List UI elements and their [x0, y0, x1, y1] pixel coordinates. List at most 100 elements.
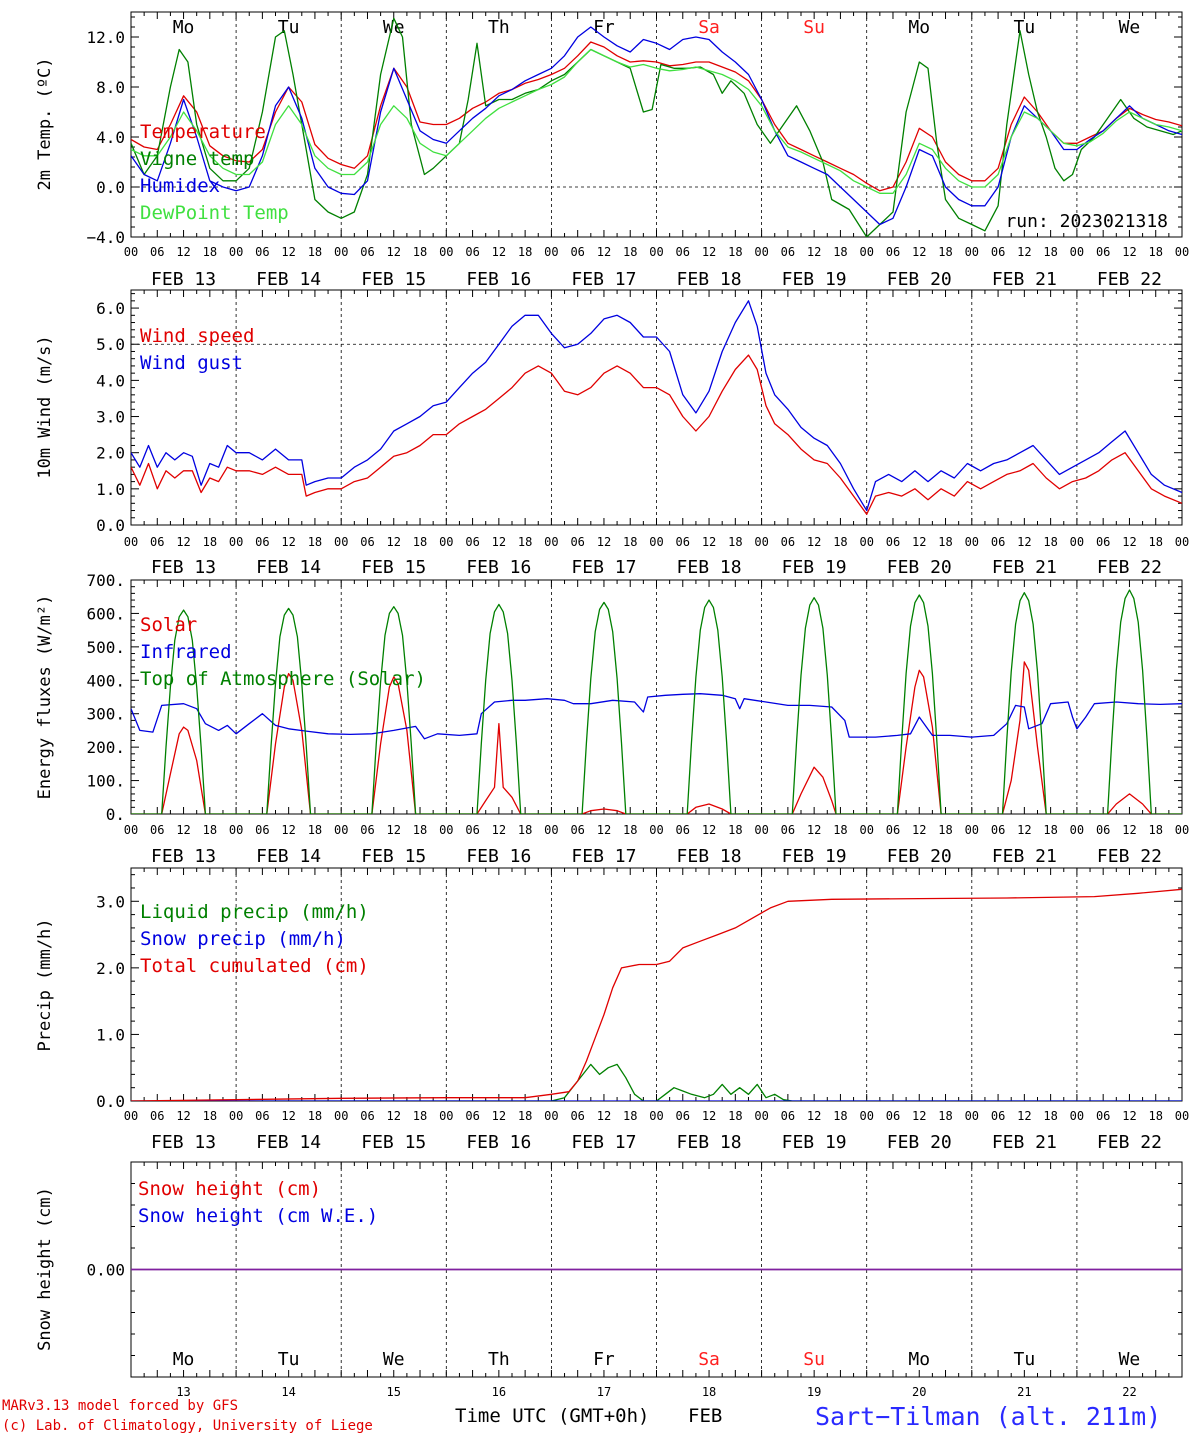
date-label: FEB 13 — [151, 557, 216, 578]
date-label: FEB 17 — [571, 1132, 636, 1153]
hour-label: 18 — [413, 1109, 427, 1123]
hour-label: 12 — [281, 535, 295, 549]
weekday-label: Mo — [173, 17, 195, 38]
hour-label: 00 — [1175, 823, 1189, 837]
hour-label: 12 — [807, 535, 821, 549]
y-tick-label: 2.0 — [96, 959, 125, 978]
weekday-label: We — [383, 1349, 405, 1370]
hour-label: 06 — [886, 245, 900, 259]
hour-label: 18 — [833, 535, 847, 549]
hour-label: 12 — [176, 823, 190, 837]
hour-label: 12 — [597, 245, 611, 259]
station-label: Sart−Tilman (alt. 211m) — [815, 1402, 1162, 1431]
y-tick-label: 1.0 — [96, 480, 125, 499]
hour-label: 12 — [597, 535, 611, 549]
y-tick-label: 400. — [86, 671, 125, 690]
hour-label: 06 — [991, 245, 1005, 259]
y-tick-label: −4.0 — [86, 228, 125, 247]
hour-label: 12 — [912, 823, 926, 837]
weekday-label: Tu — [278, 1349, 300, 1370]
day-number-label: 16 — [492, 1385, 506, 1399]
date-label: FEB 20 — [887, 1132, 952, 1153]
date-label: FEB 22 — [1097, 846, 1162, 867]
hour-label: 06 — [886, 535, 900, 549]
date-label: FEB 15 — [361, 1132, 426, 1153]
hour-label: 00 — [649, 1109, 663, 1123]
hour-label: 00 — [965, 535, 979, 549]
date-label: FEB 18 — [677, 1132, 742, 1153]
hour-label: 12 — [912, 245, 926, 259]
hour-label: 06 — [255, 245, 269, 259]
legend-entry: Snow height (cm W.E.) — [138, 1205, 378, 1227]
day-number-label: 21 — [1017, 1385, 1031, 1399]
hour-label: 12 — [1122, 535, 1136, 549]
hour-label: 00 — [229, 535, 243, 549]
hour-label: 12 — [597, 823, 611, 837]
date-label: FEB 19 — [782, 1132, 847, 1153]
date-label: FEB 14 — [256, 557, 321, 578]
hour-label: 12 — [702, 1109, 716, 1123]
hour-label: 18 — [308, 823, 322, 837]
hour-label: 06 — [150, 1109, 164, 1123]
hour-label: 06 — [255, 823, 269, 837]
date-label: FEB 18 — [677, 269, 742, 290]
date-label: FEB 19 — [782, 269, 847, 290]
day-number-label: 15 — [387, 1385, 401, 1399]
hour-label: 18 — [413, 535, 427, 549]
hour-label: 06 — [991, 535, 1005, 549]
hour-label: 18 — [623, 535, 637, 549]
hour-label: 06 — [360, 535, 374, 549]
hour-label: 06 — [570, 1109, 584, 1123]
legend-entry: Liquid precip (mm/h) — [140, 901, 369, 923]
hour-label: 06 — [886, 823, 900, 837]
hour-label: 00 — [754, 1109, 768, 1123]
hour-label: 00 — [124, 245, 138, 259]
hour-label: 18 — [833, 245, 847, 259]
day-number-label: 18 — [702, 1385, 716, 1399]
hour-label: 18 — [1148, 245, 1162, 259]
hour-label: 18 — [518, 823, 532, 837]
day-number-label: 20 — [912, 1385, 926, 1399]
hour-label: 12 — [387, 535, 401, 549]
run-annotation: run: 2023021318 — [1005, 211, 1168, 232]
weekday-label: Tu — [1014, 1349, 1036, 1370]
hour-label: 00 — [1070, 1109, 1084, 1123]
hour-label: 12 — [492, 535, 506, 549]
weekday-label: Tu — [278, 17, 300, 38]
hour-label: 18 — [938, 1109, 952, 1123]
date-label: FEB 22 — [1097, 557, 1162, 578]
day-number-label: 13 — [176, 1385, 190, 1399]
hour-label: 00 — [754, 245, 768, 259]
weekday-label: Fr — [593, 17, 615, 38]
date-label: FEB 20 — [887, 557, 952, 578]
weekday-label: Mo — [173, 1349, 195, 1370]
series-line — [131, 1063, 1182, 1101]
y-tick-label: 4.0 — [96, 371, 125, 390]
hour-label: 06 — [570, 823, 584, 837]
date-label: FEB 16 — [466, 557, 531, 578]
y-tick-label: 6.0 — [96, 299, 125, 318]
weekday-label: Th — [488, 17, 510, 38]
hour-label: 06 — [150, 535, 164, 549]
date-label: FEB 16 — [466, 846, 531, 867]
hour-label: 18 — [1148, 535, 1162, 549]
y-tick-label: 300. — [86, 705, 125, 724]
hour-label: 00 — [439, 245, 453, 259]
legend-entry: Total cumulated (cm) — [140, 955, 369, 977]
date-label: FEB 21 — [992, 1132, 1057, 1153]
hour-label: 18 — [413, 823, 427, 837]
hour-label: 00 — [439, 823, 453, 837]
hour-label: 00 — [229, 823, 243, 837]
hour-label: 12 — [281, 1109, 295, 1123]
y-tick-label: 3.0 — [96, 892, 125, 911]
hour-label: 18 — [1043, 245, 1057, 259]
hour-label: 00 — [124, 1109, 138, 1123]
date-label: FEB 18 — [677, 846, 742, 867]
hour-label: 00 — [965, 245, 979, 259]
weekday-label: Fr — [593, 1349, 615, 1370]
weekday-label: We — [1119, 1349, 1141, 1370]
hour-label: 00 — [124, 535, 138, 549]
hour-label: 18 — [1043, 1109, 1057, 1123]
legend-entry: Snow precip (mm/h) — [140, 928, 346, 950]
hour-label: 06 — [1096, 1109, 1110, 1123]
